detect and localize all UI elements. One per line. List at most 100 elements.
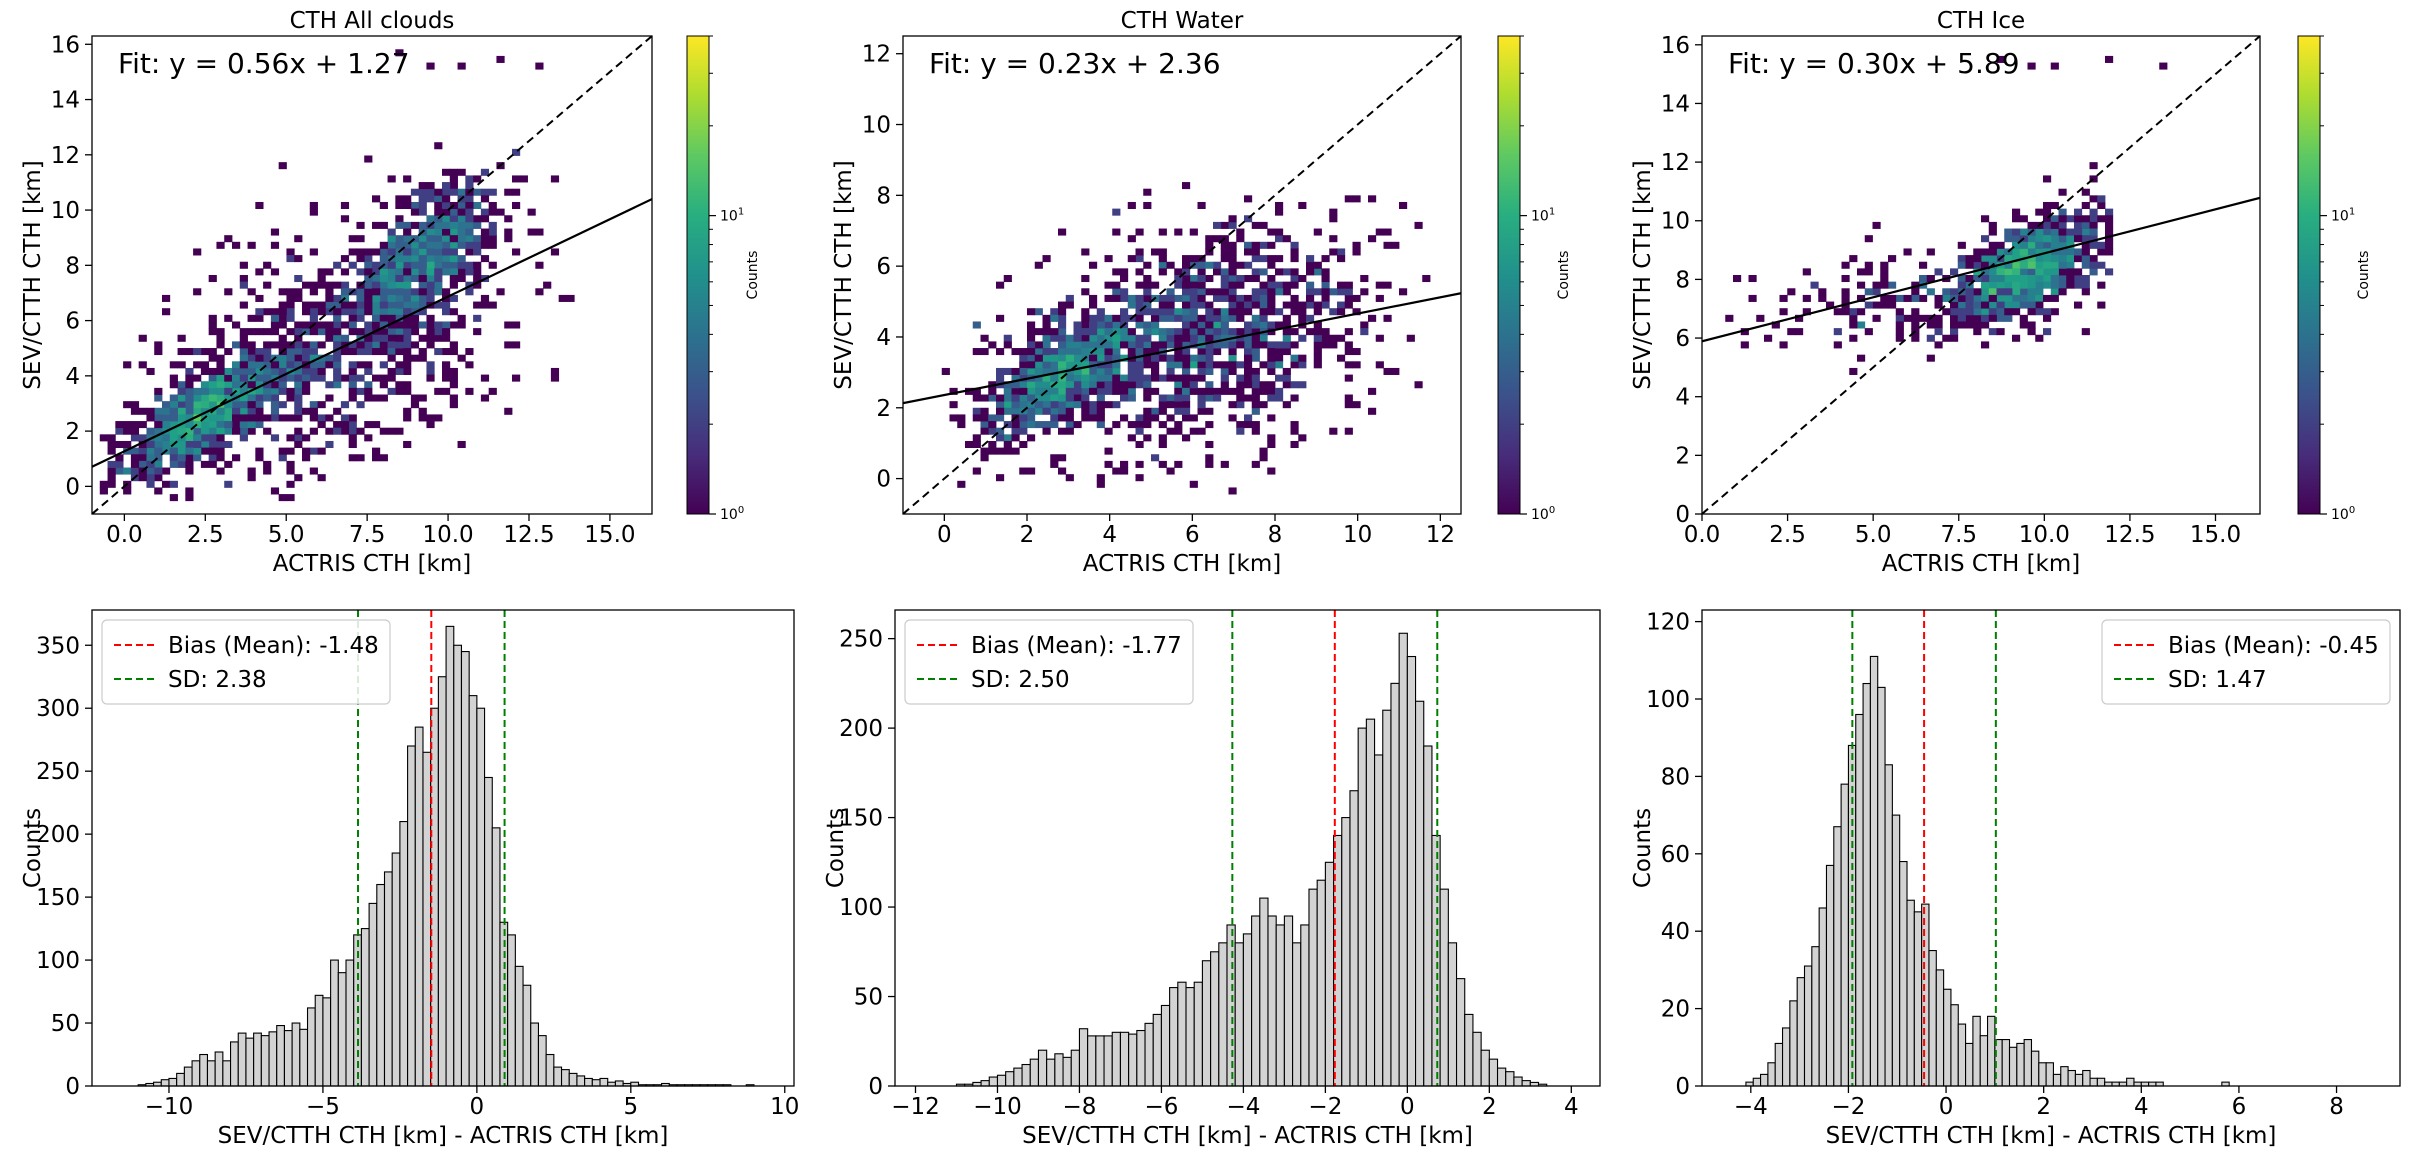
- heatmap-cell: [216, 334, 225, 342]
- heatmap-cell: [1290, 281, 1299, 289]
- heatmap-cell: [364, 155, 373, 163]
- heatmap-cell: [348, 361, 357, 369]
- heatmap-cell: [239, 414, 248, 422]
- heatmap-cell: [1205, 314, 1214, 322]
- heatmap-cell: [1282, 348, 1291, 356]
- heatmap-cell: [2074, 268, 2083, 276]
- y-tick-label: 150: [36, 885, 80, 911]
- histogram-bar: [414, 726, 424, 1087]
- heatmap-cell: [988, 394, 997, 402]
- heatmap-cell: [1120, 275, 1129, 283]
- heatmap-cell: [1733, 275, 1742, 283]
- heatmap-cell: [1205, 261, 1214, 269]
- heatmap-cell: [410, 341, 420, 349]
- heatmap-cell: [2019, 294, 2028, 302]
- heatmap-cell: [2043, 175, 2052, 183]
- heatmap-cell: [1251, 328, 1260, 336]
- heatmap-cell: [1236, 401, 1245, 409]
- heatmap-cell: [193, 454, 202, 462]
- heatmap-cell: [2081, 288, 2090, 296]
- histogram-bar: [1521, 1080, 1531, 1087]
- heatmap-cell: [996, 427, 1005, 435]
- heatmap-cell: [1275, 348, 1284, 356]
- heatmap-cell: [1957, 308, 1966, 316]
- heatmap-cell: [1065, 334, 1074, 342]
- heatmap-cell: [123, 427, 132, 435]
- heatmap-cell: [480, 255, 490, 263]
- heatmap-cell: [1065, 394, 1074, 402]
- heatmap-cell: [1988, 328, 1997, 336]
- heatmap-cell: [356, 361, 365, 369]
- heatmap-cell: [2089, 208, 2098, 216]
- chart-title: CTH All clouds: [290, 8, 455, 34]
- heatmap-cell: [216, 241, 225, 249]
- heatmap-cell: [348, 314, 357, 322]
- heatmap-cell: [2074, 215, 2083, 223]
- heatmap-cell: [1065, 367, 1074, 375]
- heatmap-cell: [418, 394, 427, 402]
- heatmap-cells: [1725, 55, 2168, 375]
- heatmap-cell: [434, 268, 443, 276]
- colorbar: [1497, 35, 1521, 515]
- heatmap-cell: [1011, 447, 1020, 455]
- heatmap-cell: [2012, 281, 2021, 289]
- heatmap-cell: [1841, 261, 1850, 269]
- heatmap-cell: [1182, 288, 1191, 296]
- heatmap-cell: [317, 275, 326, 283]
- heatmap-cell: [957, 421, 966, 429]
- histogram-bar: [1891, 814, 1901, 1087]
- heatmap-cell: [1988, 228, 1997, 236]
- heatmap-cell: [325, 288, 334, 296]
- heatmap-cell: [224, 348, 233, 356]
- heatmap-cell: [395, 308, 404, 316]
- heatmap-cell: [1228, 255, 1237, 263]
- heatmap-cell: [325, 440, 334, 449]
- heatmap-cell: [340, 321, 350, 329]
- heatmap-cell: [1104, 460, 1113, 468]
- heatmap-cell: [1127, 294, 1136, 302]
- heatmap-cell: [1189, 328, 1198, 336]
- heatmap-cell: [317, 447, 326, 455]
- heatmap-cell: [2105, 221, 2114, 229]
- heatmap-cell: [348, 454, 357, 462]
- heatmap-cell: [1981, 308, 1990, 316]
- heatmap-cell: [278, 341, 287, 349]
- heatmap-cell: [2074, 235, 2083, 243]
- heatmap-cell: [2081, 281, 2090, 289]
- heatmap-cell: [208, 275, 217, 283]
- heatmap-cell: [1383, 228, 1392, 236]
- heatmap-cell: [278, 454, 287, 462]
- heatmap-cell: [2004, 275, 2013, 283]
- x-tick-label: 10: [770, 1094, 799, 1120]
- heatmap-cell: [154, 454, 163, 462]
- heatmap-cell: [395, 281, 404, 289]
- heatmap-cell: [247, 421, 256, 429]
- heatmap-cell: [1251, 421, 1260, 429]
- heatmap-cell: [138, 407, 147, 415]
- heatmap-cell: [169, 460, 178, 468]
- heatmap-cell: [193, 288, 202, 296]
- heatmap-cell: [130, 454, 140, 462]
- heatmap-cell: [1957, 301, 1966, 309]
- heatmap-cell: [2004, 294, 2013, 302]
- histogram-bar: [1177, 981, 1187, 1087]
- heatmap-cell: [1228, 275, 1237, 283]
- x-tick-label: 2.5: [1769, 522, 1806, 548]
- heatmap-cell: [395, 235, 404, 243]
- heatmap-cell: [1003, 401, 1012, 409]
- heatmap-cell: [107, 460, 116, 468]
- heatmap-cell: [1740, 341, 1749, 349]
- heatmap-cell: [317, 374, 326, 382]
- heatmap-cell: [1313, 288, 1322, 296]
- heatmap-cell: [372, 394, 381, 402]
- histogram-bar: [437, 676, 447, 1087]
- heatmap-cell: [2058, 275, 2067, 283]
- heatmap-cell: [2043, 314, 2052, 322]
- heatmap-cell: [372, 195, 381, 203]
- heatmap-cell: [1050, 314, 1059, 322]
- heatmap-cell: [1981, 255, 1990, 263]
- heatmap-cell: [255, 447, 264, 455]
- heatmap-cell: [1267, 414, 1276, 422]
- heatmap-cell: [1127, 341, 1136, 349]
- heatmap-cell: [1290, 354, 1299, 362]
